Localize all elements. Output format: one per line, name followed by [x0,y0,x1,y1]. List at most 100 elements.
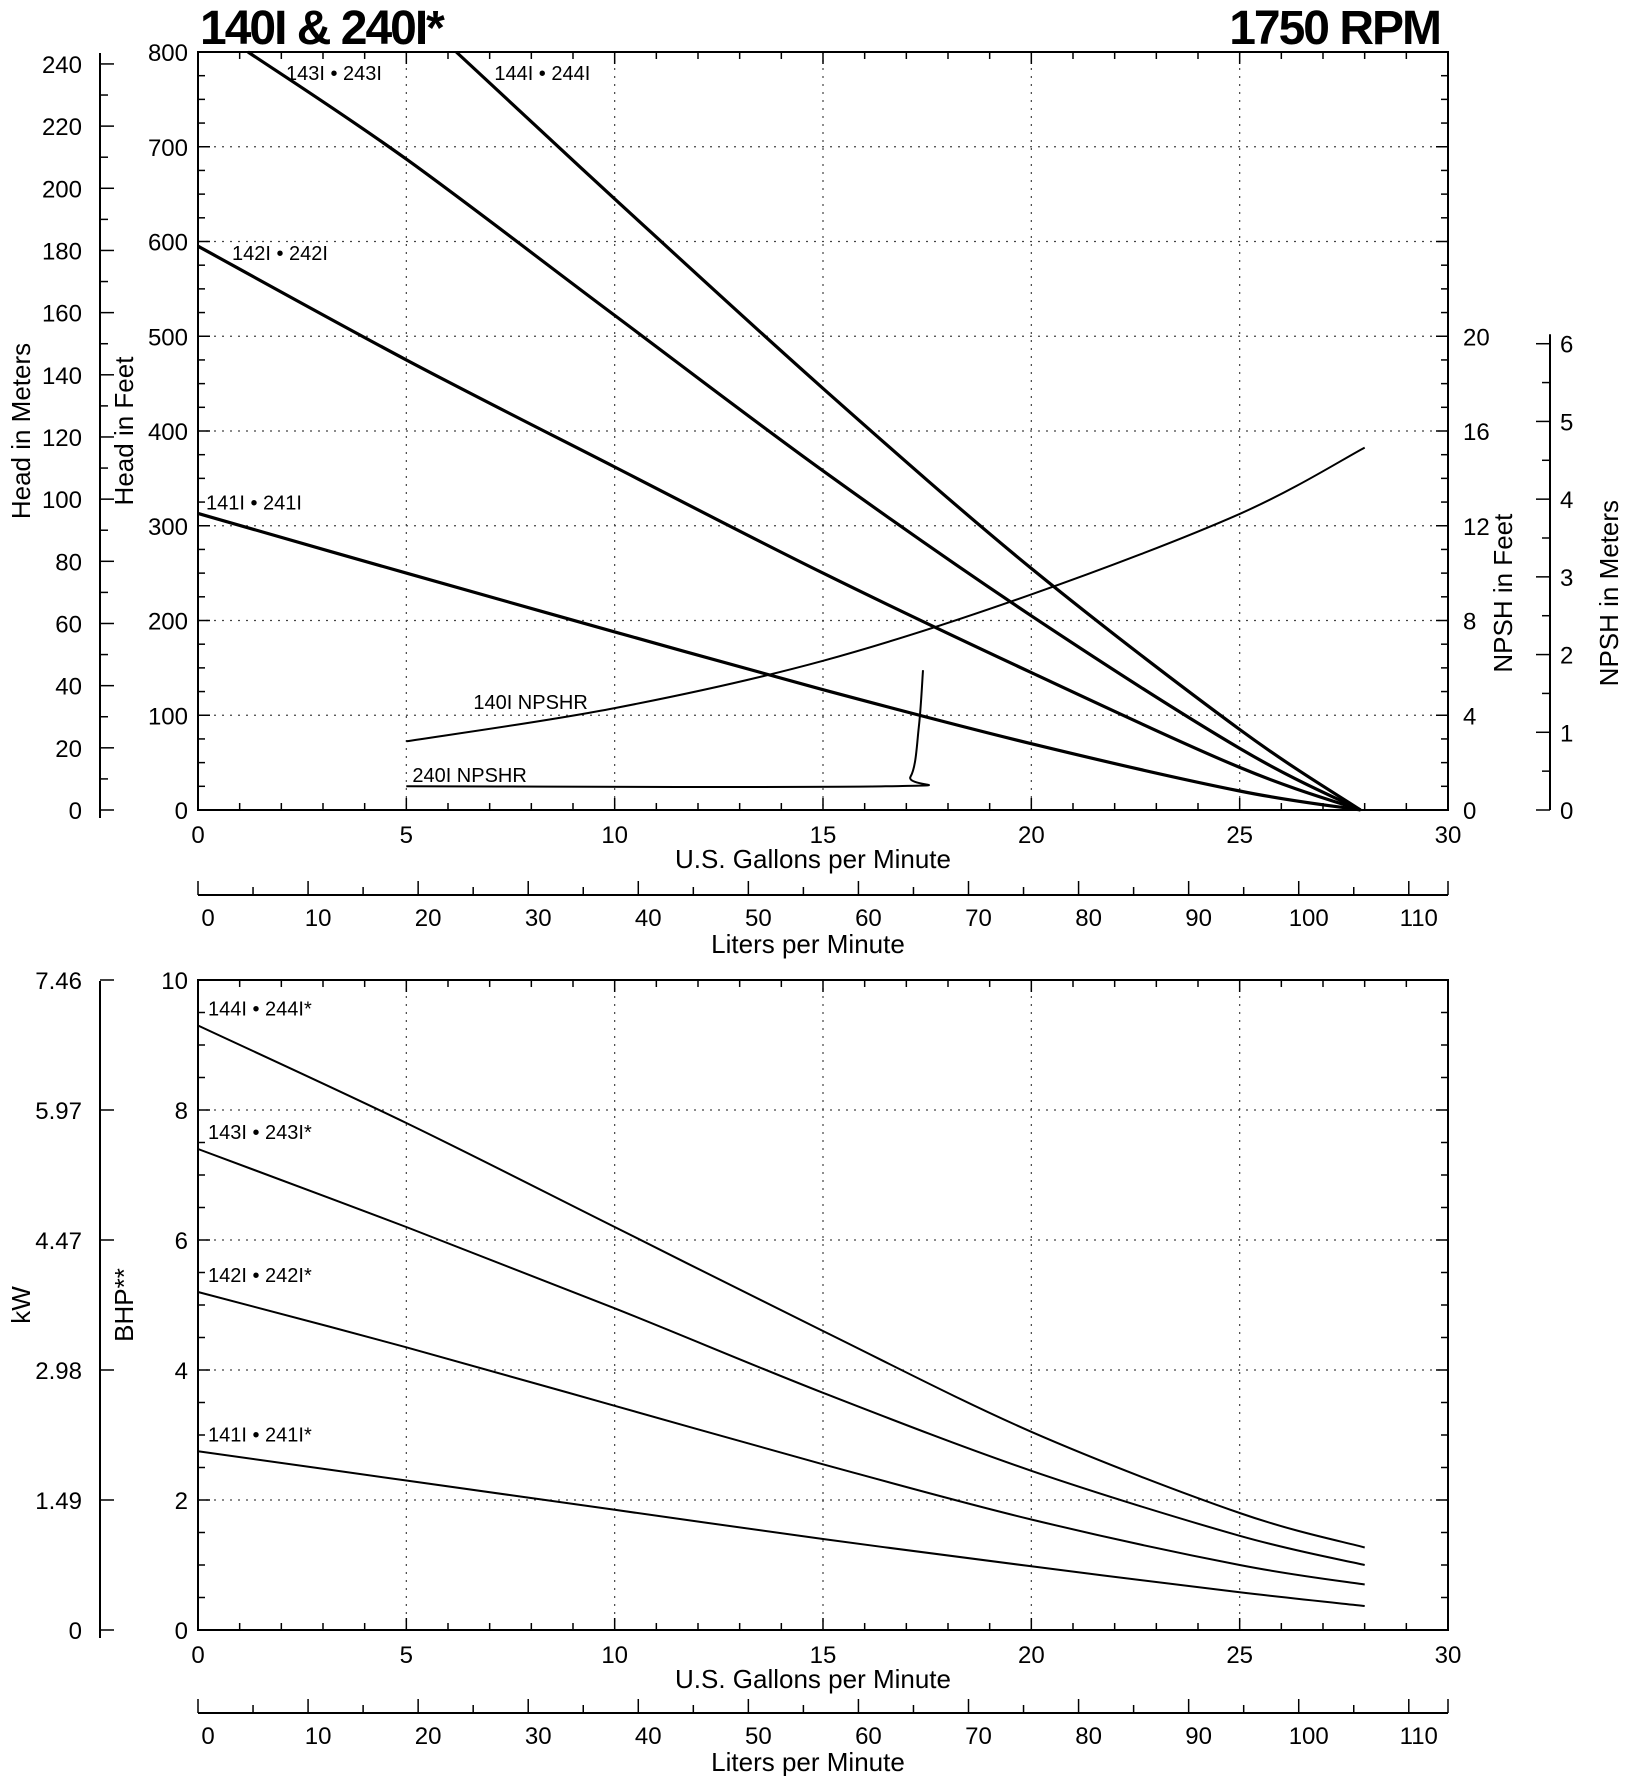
series-label: 141I • 241I [206,492,302,514]
x-tick-label: 30 [1435,1642,1462,1669]
y-tick-label: 8 [175,1098,188,1125]
series-curve [406,670,930,789]
npsh-ft-tick-label: 12 [1463,514,1490,541]
y-tick-label: 0 [175,798,188,825]
frame-ticks [197,51,1449,811]
y2-tick-label: 5.97 [35,1098,82,1125]
x-tick-label: 15 [810,1642,837,1669]
series-curve [197,1291,1365,1586]
x2-tick-label: 50 [745,1723,772,1750]
y2-axis-title: Head in Meters [6,343,36,519]
chart-title-left: 140I & 240I* [200,2,445,55]
x2-tick-label: 100 [1289,905,1329,932]
x-tick-label: 20 [1018,1642,1045,1669]
y2-tick-label: 100 [42,487,82,514]
x2-tick-label: 0 [201,1723,214,1750]
x2-tick-label: 80 [1075,1723,1102,1750]
x-tick-label: 15 [810,822,837,849]
x2-axis-title: Liters per Minute [711,929,905,959]
series-label: 142I • 242I* [208,1265,312,1287]
frame-ticks [197,979,1449,1631]
y2-tick-label: 40 [55,674,82,701]
y2-tick-label: 2.98 [35,1358,82,1385]
x-tick-label: 5 [400,1642,413,1669]
x-tick-label: 25 [1226,1642,1253,1669]
y2-tick-label: 20 [55,736,82,763]
y-tick-label: 800 [148,40,188,67]
series-curve [247,50,1362,812]
chart-title-right: 1750 RPM [1229,2,1440,55]
x2-tick-label: 80 [1075,905,1102,932]
x2-tick-label: 70 [965,905,992,932]
x2-tick-label: 20 [415,905,442,932]
series-label: 144I • 244I* [208,999,312,1021]
y2-tick-label: 120 [42,425,82,452]
y2-tick-label: 220 [42,114,82,141]
x2-tick-label: 90 [1185,905,1212,932]
x-tick-label: 30 [1435,822,1462,849]
series-label: 144I • 244I [494,63,590,85]
series-curve [197,1148,1365,1566]
x-axis-title: U.S. Gallons per Minute [675,1664,951,1694]
x-tick-label: 0 [191,1642,204,1669]
npsh-m-tick-label: 1 [1560,720,1573,747]
npsh-m-tick-label: 2 [1560,643,1573,670]
x2-tick-label: 90 [1185,1723,1212,1750]
x-axis-title: U.S. Gallons per Minute [675,844,951,874]
x2-tick-label: 0 [201,905,214,932]
y2-tick-label: 1.49 [35,1488,82,1515]
npsh-m-tick-label: 3 [1560,565,1573,592]
y2-tick-label: 160 [42,301,82,328]
y2-tick-label: 0 [69,798,82,825]
x2-tick-label: 40 [635,905,662,932]
x-tick-label: 5 [400,822,413,849]
x2-tick-label: 20 [415,1723,442,1750]
series-curve [197,511,1361,812]
series-curve [197,1450,1365,1607]
head-chart: 0 5 10 15 20 25 30U.S. Gallons per Minute01002… [6,40,1624,959]
series-label: 143I • 243I [286,63,382,85]
x2-tick-label: 110 [1400,1723,1438,1750]
y2-tick-label: 60 [55,611,82,638]
y-tick-label: 200 [148,609,188,636]
series-label: 142I • 242I [232,243,328,265]
y-tick-label: 10 [161,968,188,995]
x2-tick-label: 50 [745,905,772,932]
series-curve [197,1024,1365,1549]
y2-tick-label: 200 [42,176,82,203]
x-tick-label: 20 [1018,822,1045,849]
x2-tick-label: 30 [525,905,552,932]
series-curve [406,446,1366,743]
x2-tick-label: 60 [855,1723,882,1750]
series-curve [197,244,1362,812]
x-tick-label: 0 [191,822,204,849]
grid-lines [198,980,1448,1630]
y-tick-label: 500 [148,324,188,351]
y2-tick-label: 180 [42,238,82,265]
x2-tick-label: 10 [305,905,332,932]
y-tick-label: 2 [175,1488,188,1515]
x2-tick-label: 60 [855,905,882,932]
npsh-m-tick-label: 4 [1560,487,1573,514]
series-label: 141I • 241I* [208,1424,312,1446]
npsh-m-axis-title: NPSH in Meters [1594,500,1624,686]
npsh-ft-tick-label: 20 [1463,324,1490,351]
npsh-m-tick-label: 5 [1560,409,1573,436]
y2-tick-label: 4.47 [35,1228,82,1255]
series-label: 140I NPSHR [473,692,588,714]
x-tick-label: 10 [601,822,628,849]
y-tick-label: 100 [148,703,188,730]
x2-tick-label: 40 [635,1723,662,1750]
x2-tick-label: 110 [1400,905,1438,932]
y-axis-title: Head in Feet [109,356,139,506]
grid-lines [198,52,1448,810]
y-tick-label: 400 [148,419,188,446]
x2-axis-title: Liters per Minute [711,1747,905,1776]
y-tick-label: 600 [148,230,188,257]
y-tick-label: 700 [148,135,188,162]
npsh-ft-tick-label: 4 [1463,703,1476,730]
y2-tick-label: 0 [69,1618,82,1645]
y2-tick-label: 7.46 [35,968,82,995]
x2-tick-label: 100 [1289,1723,1329,1750]
